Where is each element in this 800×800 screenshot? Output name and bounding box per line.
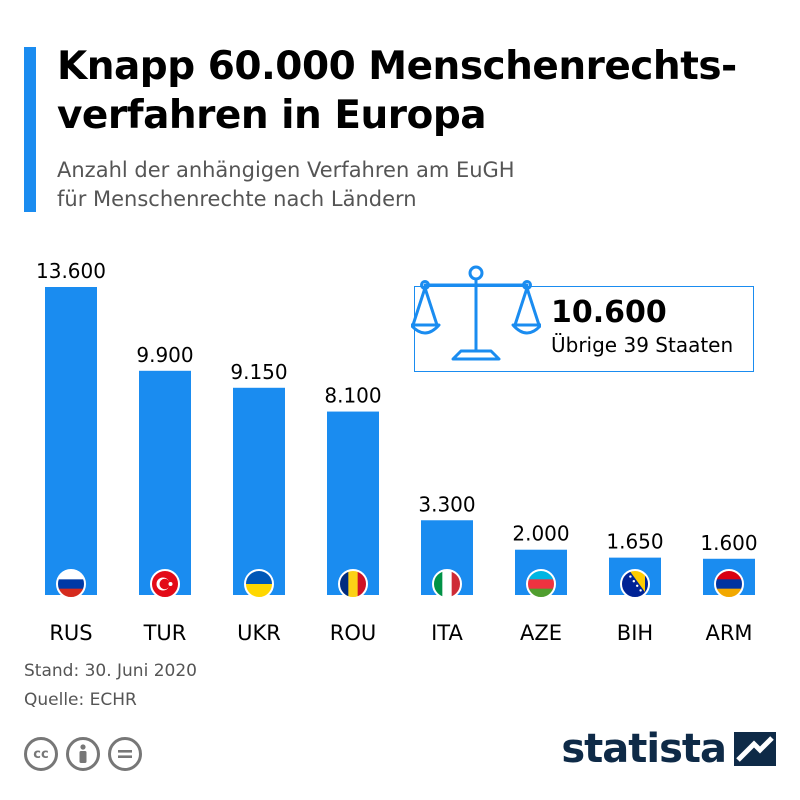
italy-flag-icon (433, 570, 461, 598)
category-label-rou: ROU (330, 621, 377, 645)
category-label-rus: RUS (49, 621, 92, 645)
title-accent-bar (24, 47, 36, 212)
romania-flag-icon (339, 570, 367, 598)
bar-rou (327, 411, 379, 595)
source-note: Quelle: ECHR (24, 690, 137, 710)
value-label-rus: 13.600 (36, 259, 106, 283)
scales-of-justice-icon (411, 265, 541, 361)
others-callout-box: 10.600 Übrige 39 Staaten (411, 265, 754, 372)
russia-flag-icon (57, 570, 85, 598)
chart-subtitle: Anzahl der anhängigen Verfahren am EuGH … (57, 156, 757, 214)
nd-icon[interactable] (108, 737, 142, 771)
others-label: Übrige 39 Staaten (551, 333, 734, 357)
date-note: Stand: 30. Juni 2020 (24, 661, 197, 681)
armenia-flag-icon (715, 570, 743, 598)
category-label-bih: BIH (617, 621, 653, 645)
category-label-aze: AZE (520, 621, 562, 645)
value-label-rou: 8.100 (324, 384, 381, 408)
by-icon[interactable] (66, 737, 100, 771)
category-label-ita: ITA (431, 621, 463, 645)
value-label-bih: 1.650 (606, 530, 663, 554)
subtitle-line-2: für Menschenrechte nach Ländern (57, 187, 417, 211)
license-icons: cc (24, 737, 142, 771)
value-label-ukr: 9.150 (230, 360, 287, 384)
ukraine-flag-icon (245, 570, 273, 598)
category-label-arm: ARM (705, 621, 752, 645)
bar-tur (139, 370, 191, 595)
bar-chart: 13.600 RUS 9.900 TUR 9.150 UKR 8.100 ROU 3.300 IT… (36, 259, 758, 645)
subtitle-line-1: Anzahl der anhängigen Verfahren am EuGH (57, 158, 515, 182)
azerbaijan-flag-icon (527, 570, 555, 598)
statista-mark-icon (734, 732, 776, 766)
brand-name: statista (561, 726, 727, 772)
chart-title: Knapp 60.000 Menschenrechts-verfahren in… (57, 44, 737, 138)
value-label-tur: 9.900 (136, 343, 193, 367)
value-label-ita: 3.300 (418, 492, 475, 516)
statista-logo[interactable]: statista (561, 726, 776, 772)
value-label-arm: 1.600 (700, 531, 757, 555)
bar-ukr (233, 387, 285, 595)
cc-icon[interactable]: cc (24, 737, 58, 771)
value-label-aze: 2.000 (512, 522, 569, 546)
bar-rus (45, 287, 97, 595)
others-value: 10.600 (551, 295, 667, 330)
category-label-ukr: UKR (237, 621, 281, 645)
category-label-tur: TUR (143, 621, 187, 645)
